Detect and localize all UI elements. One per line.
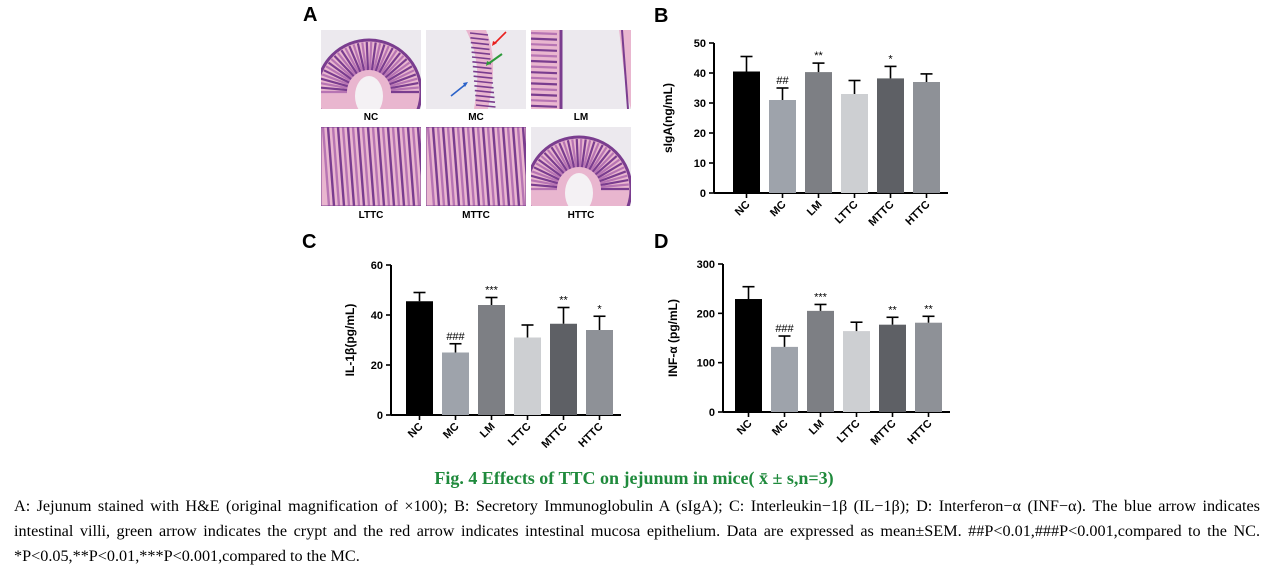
- y-tick-label: 20: [371, 360, 383, 372]
- histology-image-nc: [321, 30, 421, 109]
- y-tick-label: 40: [371, 310, 383, 322]
- y-axis-label: INF-α (pg/mL): [666, 299, 680, 377]
- x-tick-label: LTTC: [835, 418, 863, 446]
- bar-lttc: [841, 94, 868, 193]
- histology-label-mc: MC: [468, 112, 484, 123]
- bar-lm: [478, 305, 505, 415]
- bar-httc: [586, 330, 613, 415]
- histology-image-lttc: [321, 127, 421, 206]
- histology-drawing: [426, 127, 526, 206]
- significance-label: *: [597, 303, 602, 315]
- significance-label: **: [888, 304, 897, 316]
- y-tick-label: 0: [709, 407, 715, 419]
- histology-drawing: [321, 127, 421, 206]
- significance-label: ***: [485, 285, 499, 297]
- y-tick-label: 40: [694, 68, 706, 80]
- x-tick-label: MTTC: [867, 199, 897, 229]
- x-tick-label: HTTC: [903, 199, 932, 228]
- x-tick-label: MTTC: [869, 418, 899, 448]
- significance-label: ###: [446, 331, 465, 343]
- bar-lm: [807, 310, 834, 412]
- histology-drawing: [321, 30, 421, 109]
- bar-nc: [406, 301, 433, 415]
- bar-nc: [733, 71, 760, 193]
- chart-panel-b: B 0 10 20 30 40 50 sIgA(ng/mL) NC ## MC ** LM LTTC * MT…: [654, 5, 948, 229]
- x-tick-label: MTTC: [540, 421, 570, 451]
- panel-letter: D: [654, 231, 668, 253]
- bar-lttc: [843, 331, 870, 412]
- histology-label-nc: NC: [363, 112, 379, 123]
- figure-caption-body: A: Jejunum stained with H&E (original ma…: [14, 497, 1260, 565]
- x-tick-label: NC: [733, 199, 753, 219]
- histology-label-mttc: MTTC: [462, 210, 490, 221]
- bar-mc: [769, 100, 796, 193]
- significance-label: **: [559, 295, 568, 307]
- x-tick-label: LM: [478, 421, 498, 441]
- bar-nc: [735, 299, 762, 412]
- y-tick-label: 300: [697, 259, 715, 271]
- histology-image-mc: [426, 30, 526, 109]
- histology-image-httc: [531, 127, 631, 206]
- y-tick-label: 0: [700, 188, 706, 200]
- bar-mttc: [550, 323, 577, 415]
- histology-label-lttc: LTTC: [358, 210, 384, 221]
- y-tick-label: 10: [694, 158, 706, 170]
- significance-label: **: [924, 303, 933, 315]
- x-tick-label: MC: [770, 418, 791, 439]
- y-axis-label: sIgA(ng/mL): [661, 83, 675, 153]
- x-tick-label: NC: [735, 418, 755, 438]
- significance-label: ##: [776, 75, 789, 87]
- y-tick-label: 0: [377, 410, 383, 422]
- histology-drawing: [531, 30, 631, 109]
- histology-label-lm: LM: [573, 112, 589, 123]
- histology-drawing: [531, 127, 631, 206]
- bar-httc: [913, 82, 940, 193]
- y-tick-label: 100: [697, 358, 715, 370]
- bar-mc: [442, 352, 469, 415]
- histology-image-mttc: [426, 127, 526, 206]
- y-tick-label: 50: [694, 38, 706, 50]
- significance-label: *: [888, 53, 893, 65]
- chart-panel-c: C 0 20 40 60 IL-1β(pg/mL) NC ### MC *** LM LTTC ** MT…: [302, 231, 621, 451]
- x-tick-label: HTTC: [905, 418, 934, 447]
- x-tick-label: LTTC: [506, 421, 534, 449]
- significance-label: ***: [814, 291, 828, 303]
- y-tick-label: 30: [694, 98, 706, 110]
- x-tick-label: HTTC: [576, 421, 605, 450]
- bar-lm: [805, 72, 832, 193]
- histology-label-httc: HTTC: [567, 210, 595, 221]
- bar-mttc: [877, 78, 904, 193]
- bar-mc: [771, 346, 798, 412]
- x-tick-label: MC: [768, 199, 789, 220]
- histology-image-lm: [531, 30, 631, 109]
- significance-label: **: [814, 50, 823, 62]
- y-tick-label: 60: [371, 260, 383, 272]
- x-tick-label: LM: [805, 199, 825, 219]
- x-tick-label: MC: [441, 421, 462, 442]
- panel-letter: B: [654, 5, 668, 27]
- x-tick-label: LTTC: [833, 199, 861, 227]
- bar-lttc: [514, 337, 541, 415]
- bar-httc: [915, 322, 942, 412]
- panel-a-letter: A: [303, 4, 318, 26]
- y-axis-label: IL-1β(pg/mL): [343, 304, 357, 377]
- significance-label: ###: [775, 323, 794, 335]
- x-tick-label: LM: [807, 418, 827, 438]
- panel-letter: C: [302, 231, 316, 253]
- chart-panel-d: D 0 100 200 300 INF-α (pg/mL) NC ### MC *** LM LTTC…: [654, 231, 950, 448]
- y-tick-label: 200: [697, 308, 715, 320]
- y-tick-label: 20: [694, 128, 706, 140]
- bar-mttc: [879, 324, 906, 412]
- histology-drawing: [426, 30, 526, 109]
- x-tick-label: NC: [406, 421, 426, 441]
- figure-caption-title: Fig. 4 Effects of TTC on jejunum in mice…: [434, 468, 834, 488]
